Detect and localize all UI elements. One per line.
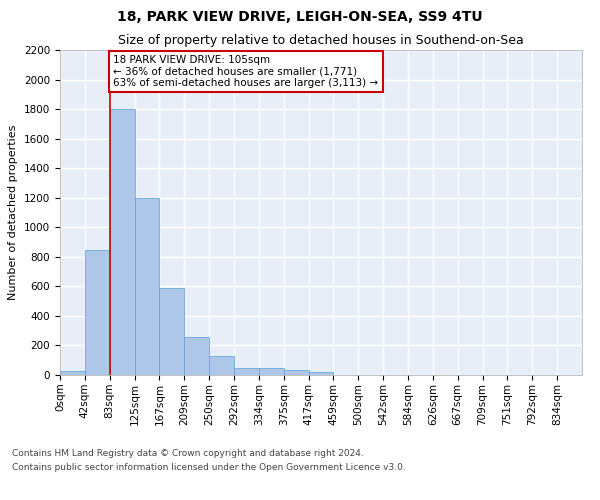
Bar [308, 372, 334, 375]
Bar [160, 288, 184, 375]
Bar [60, 372, 85, 375]
Bar [284, 370, 308, 375]
Bar [85, 250, 110, 375]
Text: 18 PARK VIEW DRIVE: 105sqm
← 36% of detached houses are smaller (1,771)
63% of s: 18 PARK VIEW DRIVE: 105sqm ← 36% of deta… [113, 55, 379, 88]
Title: Size of property relative to detached houses in Southend-on-Sea: Size of property relative to detached ho… [118, 34, 524, 48]
Y-axis label: Number of detached properties: Number of detached properties [8, 125, 19, 300]
Text: 18, PARK VIEW DRIVE, LEIGH-ON-SEA, SS9 4TU: 18, PARK VIEW DRIVE, LEIGH-ON-SEA, SS9 4… [117, 10, 483, 24]
Bar [110, 109, 134, 375]
Bar [209, 356, 234, 375]
Bar [259, 368, 284, 375]
Text: Contains HM Land Registry data © Crown copyright and database right 2024.: Contains HM Land Registry data © Crown c… [12, 448, 364, 458]
Bar [234, 368, 259, 375]
Bar [184, 336, 209, 375]
Bar [134, 198, 160, 375]
Text: Contains public sector information licensed under the Open Government Licence v3: Contains public sector information licen… [12, 464, 406, 472]
